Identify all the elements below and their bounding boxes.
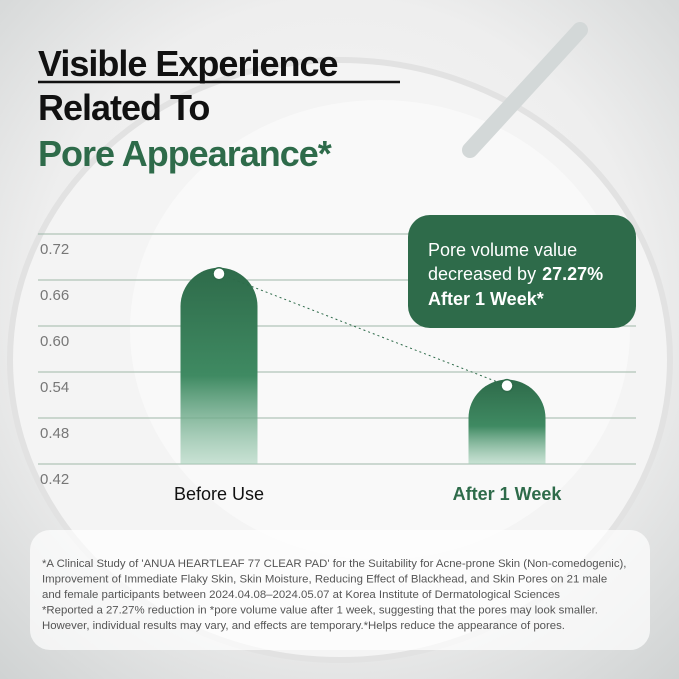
title-line: Pore Appearance* bbox=[38, 133, 332, 174]
footnote: *A Clinical Study of 'ANUA HEARTLEAF 77 … bbox=[42, 558, 626, 632]
callout-text: Pore volume value bbox=[428, 240, 577, 260]
title-line: Related To bbox=[38, 87, 209, 128]
bar bbox=[180, 267, 258, 464]
dropper bbox=[462, 22, 588, 158]
callout-text: After 1 Week* bbox=[428, 289, 544, 309]
footnote-panel bbox=[30, 530, 650, 650]
bar bbox=[468, 379, 546, 464]
title-line: Visible Experience bbox=[38, 43, 338, 84]
footnote-line: and female participants between 2024.04.… bbox=[42, 589, 560, 601]
point bbox=[212, 266, 226, 281]
footnote-line: However, individual results may vary, an… bbox=[42, 620, 565, 632]
y-tick-label: 0.60 bbox=[40, 333, 69, 350]
footnote-line: Improvement of Immediate Flaky Skin, Ski… bbox=[42, 574, 607, 586]
callout-text: decreased by bbox=[428, 264, 536, 284]
connector bbox=[218, 273, 508, 387]
y-tick-label: 0.54 bbox=[40, 379, 69, 396]
y-tick-label: 0.72 bbox=[40, 241, 69, 258]
callout-text: decreased by 27.27% bbox=[428, 264, 603, 284]
x-tick-label: Before Use bbox=[174, 484, 264, 504]
x-tick-label: After 1 Week bbox=[453, 484, 563, 504]
footnote-line: *A Clinical Study of 'ANUA HEARTLEAF 77 … bbox=[42, 558, 626, 570]
footnote-line: *Reported a 27.27% reduction in *pore vo… bbox=[42, 605, 598, 617]
y-tick-label: 0.48 bbox=[40, 425, 69, 442]
callout-box bbox=[408, 215, 636, 328]
y-tick-label: 0.42 bbox=[40, 471, 69, 488]
y-tick-label: 0.66 bbox=[40, 287, 69, 304]
callout-highlight: 27.27% bbox=[542, 264, 603, 284]
point bbox=[500, 378, 514, 393]
